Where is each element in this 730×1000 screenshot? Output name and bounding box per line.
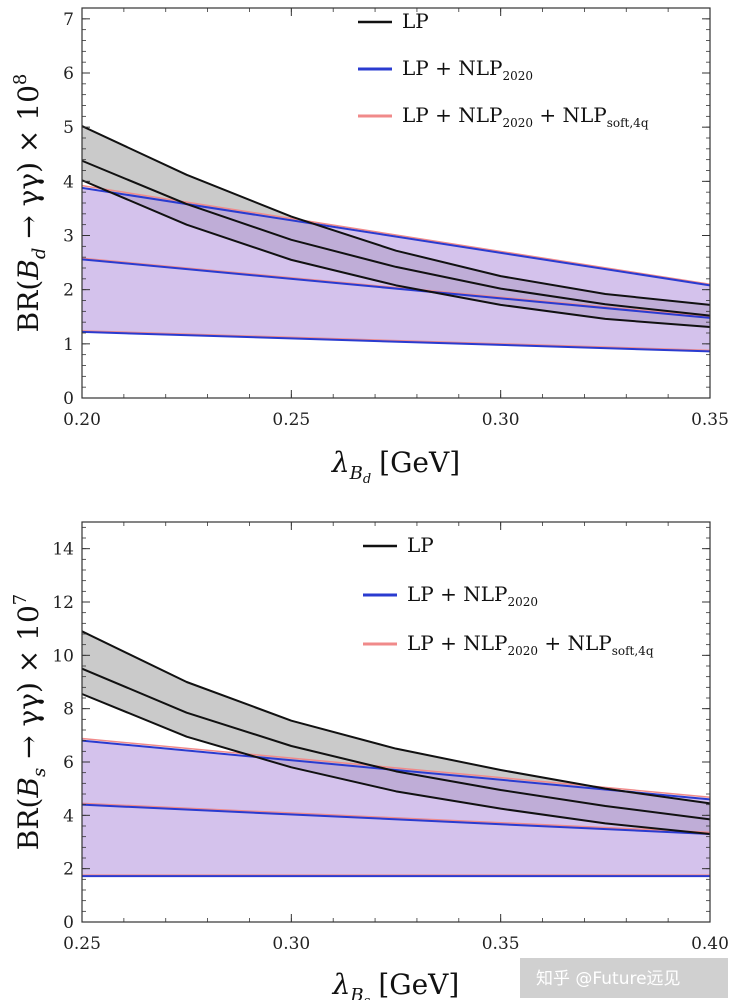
- y-tick-label: 0: [63, 389, 74, 409]
- legend-item-2-text: LP + NLP: [402, 56, 502, 80]
- legend-item-3-sub: 2020: [507, 644, 538, 658]
- legend-item-3-sub2: soft,4q: [612, 644, 654, 658]
- x-tick-label: 0.40: [691, 934, 729, 954]
- legend-item-2-text: LP + NLP: [407, 582, 507, 606]
- x-tick-label: 0.25: [63, 934, 101, 954]
- y-axis-label-prefix: BR(: [12, 280, 45, 333]
- x-tick-label: 0.35: [482, 934, 520, 954]
- y-axis-label-middle: → γγ) × 10: [12, 605, 45, 768]
- x-tick-label: 0.25: [272, 410, 310, 430]
- watermark: 知乎 @Future远见: [520, 958, 728, 998]
- line-lp-nlp2020-central: [81, 803, 711, 835]
- x-axis-label: λBd [GeV]: [331, 446, 460, 487]
- legend-item-1-text: LP: [402, 9, 429, 33]
- y-tick-label: 14: [52, 540, 74, 560]
- y-axis-label-b: B: [12, 777, 45, 799]
- y-axis-label-middle: → γγ) × 10: [12, 85, 45, 248]
- legend-item-3-text2: + NLP: [538, 631, 612, 655]
- y-tick-label: 8: [63, 700, 74, 720]
- watermark-text: 知乎 @Future远见: [536, 969, 681, 989]
- x-axis-label-unit: [GeV]: [379, 446, 460, 479]
- legend-item-2-label: LP + NLP2020: [407, 582, 538, 609]
- x-axis-label-unit: [GeV]: [378, 968, 459, 1000]
- legend-item-1-text: LP: [407, 533, 434, 557]
- chart-panel-bs: 0.250.300.350.4002468101214λBs[GeV]BR(Bs…: [10, 521, 729, 1000]
- band-lp-nlp2020: [82, 740, 710, 877]
- legend-item-3-label: LP + NLP2020 + NLPsoft,4q: [407, 631, 654, 658]
- line-lp-nlp2020-nlpsoft-4q-central: [81, 257, 711, 318]
- y-axis-label-sub: d: [29, 248, 50, 260]
- line-lp-upper: [81, 630, 711, 805]
- y-axis-label-exp: 7: [10, 594, 31, 605]
- band-lp-nlp2020: [82, 187, 710, 352]
- band-lp: [82, 631, 710, 834]
- legend-item-3-text: LP + NLP: [407, 631, 507, 655]
- y-tick-label: 3: [63, 227, 74, 247]
- legend-item-2-label: LP + NLP2020: [402, 56, 533, 83]
- y-tick-label: 2: [63, 281, 74, 301]
- line-lp-nlp2020-nlpsoft-4q-upper: [81, 737, 711, 798]
- legend-item-3-text: LP + NLP: [402, 103, 502, 127]
- y-tick-label: 10: [52, 646, 74, 666]
- x-axis-label-symbol: λ: [332, 968, 351, 1000]
- y-axis-label-prefix: BR(: [12, 798, 45, 851]
- line-lp-central: [81, 159, 711, 317]
- x-tick-label: 0.20: [63, 410, 101, 430]
- x-tick-label: 0.30: [272, 934, 310, 954]
- x-tick-label: 0.30: [482, 410, 520, 430]
- legend-item-1-label: LP: [407, 533, 434, 557]
- x-axis-label-sub: B: [349, 985, 363, 1000]
- y-tick-label: 2: [63, 860, 74, 880]
- y-axis-label-sub: s: [29, 768, 50, 777]
- legend-item-1-label: LP: [402, 9, 429, 33]
- line-lp-nlp2020-nlpsoft-4q-central: [81, 802, 711, 834]
- y-tick-label: 0: [63, 913, 74, 933]
- x-tick-label: 0.35: [691, 410, 729, 430]
- legend-item-3-sub2: soft,4q: [607, 116, 649, 130]
- legend-item-3-sub: 2020: [502, 116, 533, 130]
- legend-item-2-sub: 2020: [502, 69, 533, 83]
- y-tick-label: 4: [63, 806, 74, 826]
- y-axis-label-exp: 8: [10, 74, 31, 85]
- line-lp-lower: [81, 693, 711, 835]
- y-tick-label: 1: [63, 335, 74, 355]
- x-axis-label-subsub: d: [363, 472, 371, 487]
- legend-item-3-label: LP + NLP2020 + NLPsoft,4q: [402, 103, 649, 130]
- legend-item-3-text2: + NLP: [533, 103, 607, 127]
- line-lp-central: [81, 667, 711, 821]
- y-axis-label: BR(Bs → γγ) × 107: [10, 594, 50, 850]
- y-axis-label-b: B: [12, 259, 45, 281]
- y-tick-label: 6: [63, 64, 74, 84]
- line-lp-nlp2020-nlpsoft-4q-upper: [81, 184, 711, 285]
- x-axis-label-symbol: λ: [331, 446, 350, 479]
- x-axis-label-sub: B: [349, 463, 363, 484]
- y-tick-label: 4: [63, 172, 74, 192]
- y-axis-label: BR(Bd → γγ) × 108: [10, 74, 50, 333]
- line-lp-upper: [81, 125, 711, 306]
- line-lp-lower: [81, 179, 711, 329]
- line-lp-nlp2020-nlpsoft-4q-lower: [81, 330, 711, 352]
- x-axis-label-subsub: s: [364, 994, 371, 1000]
- line-lp-nlp2020-lower: [81, 330, 711, 353]
- x-axis-label: λBs [GeV]: [332, 968, 460, 1000]
- y-tick-label: 12: [52, 593, 74, 613]
- line-lp-nlp2020-central: [81, 258, 711, 319]
- y-tick-label: 6: [63, 753, 74, 773]
- y-tick-label: 7: [63, 10, 74, 30]
- legend-item-2-sub: 2020: [507, 595, 538, 609]
- plot-frame: [81, 521, 711, 923]
- y-tick-label: 5: [63, 118, 74, 138]
- watermark-background: [520, 958, 728, 998]
